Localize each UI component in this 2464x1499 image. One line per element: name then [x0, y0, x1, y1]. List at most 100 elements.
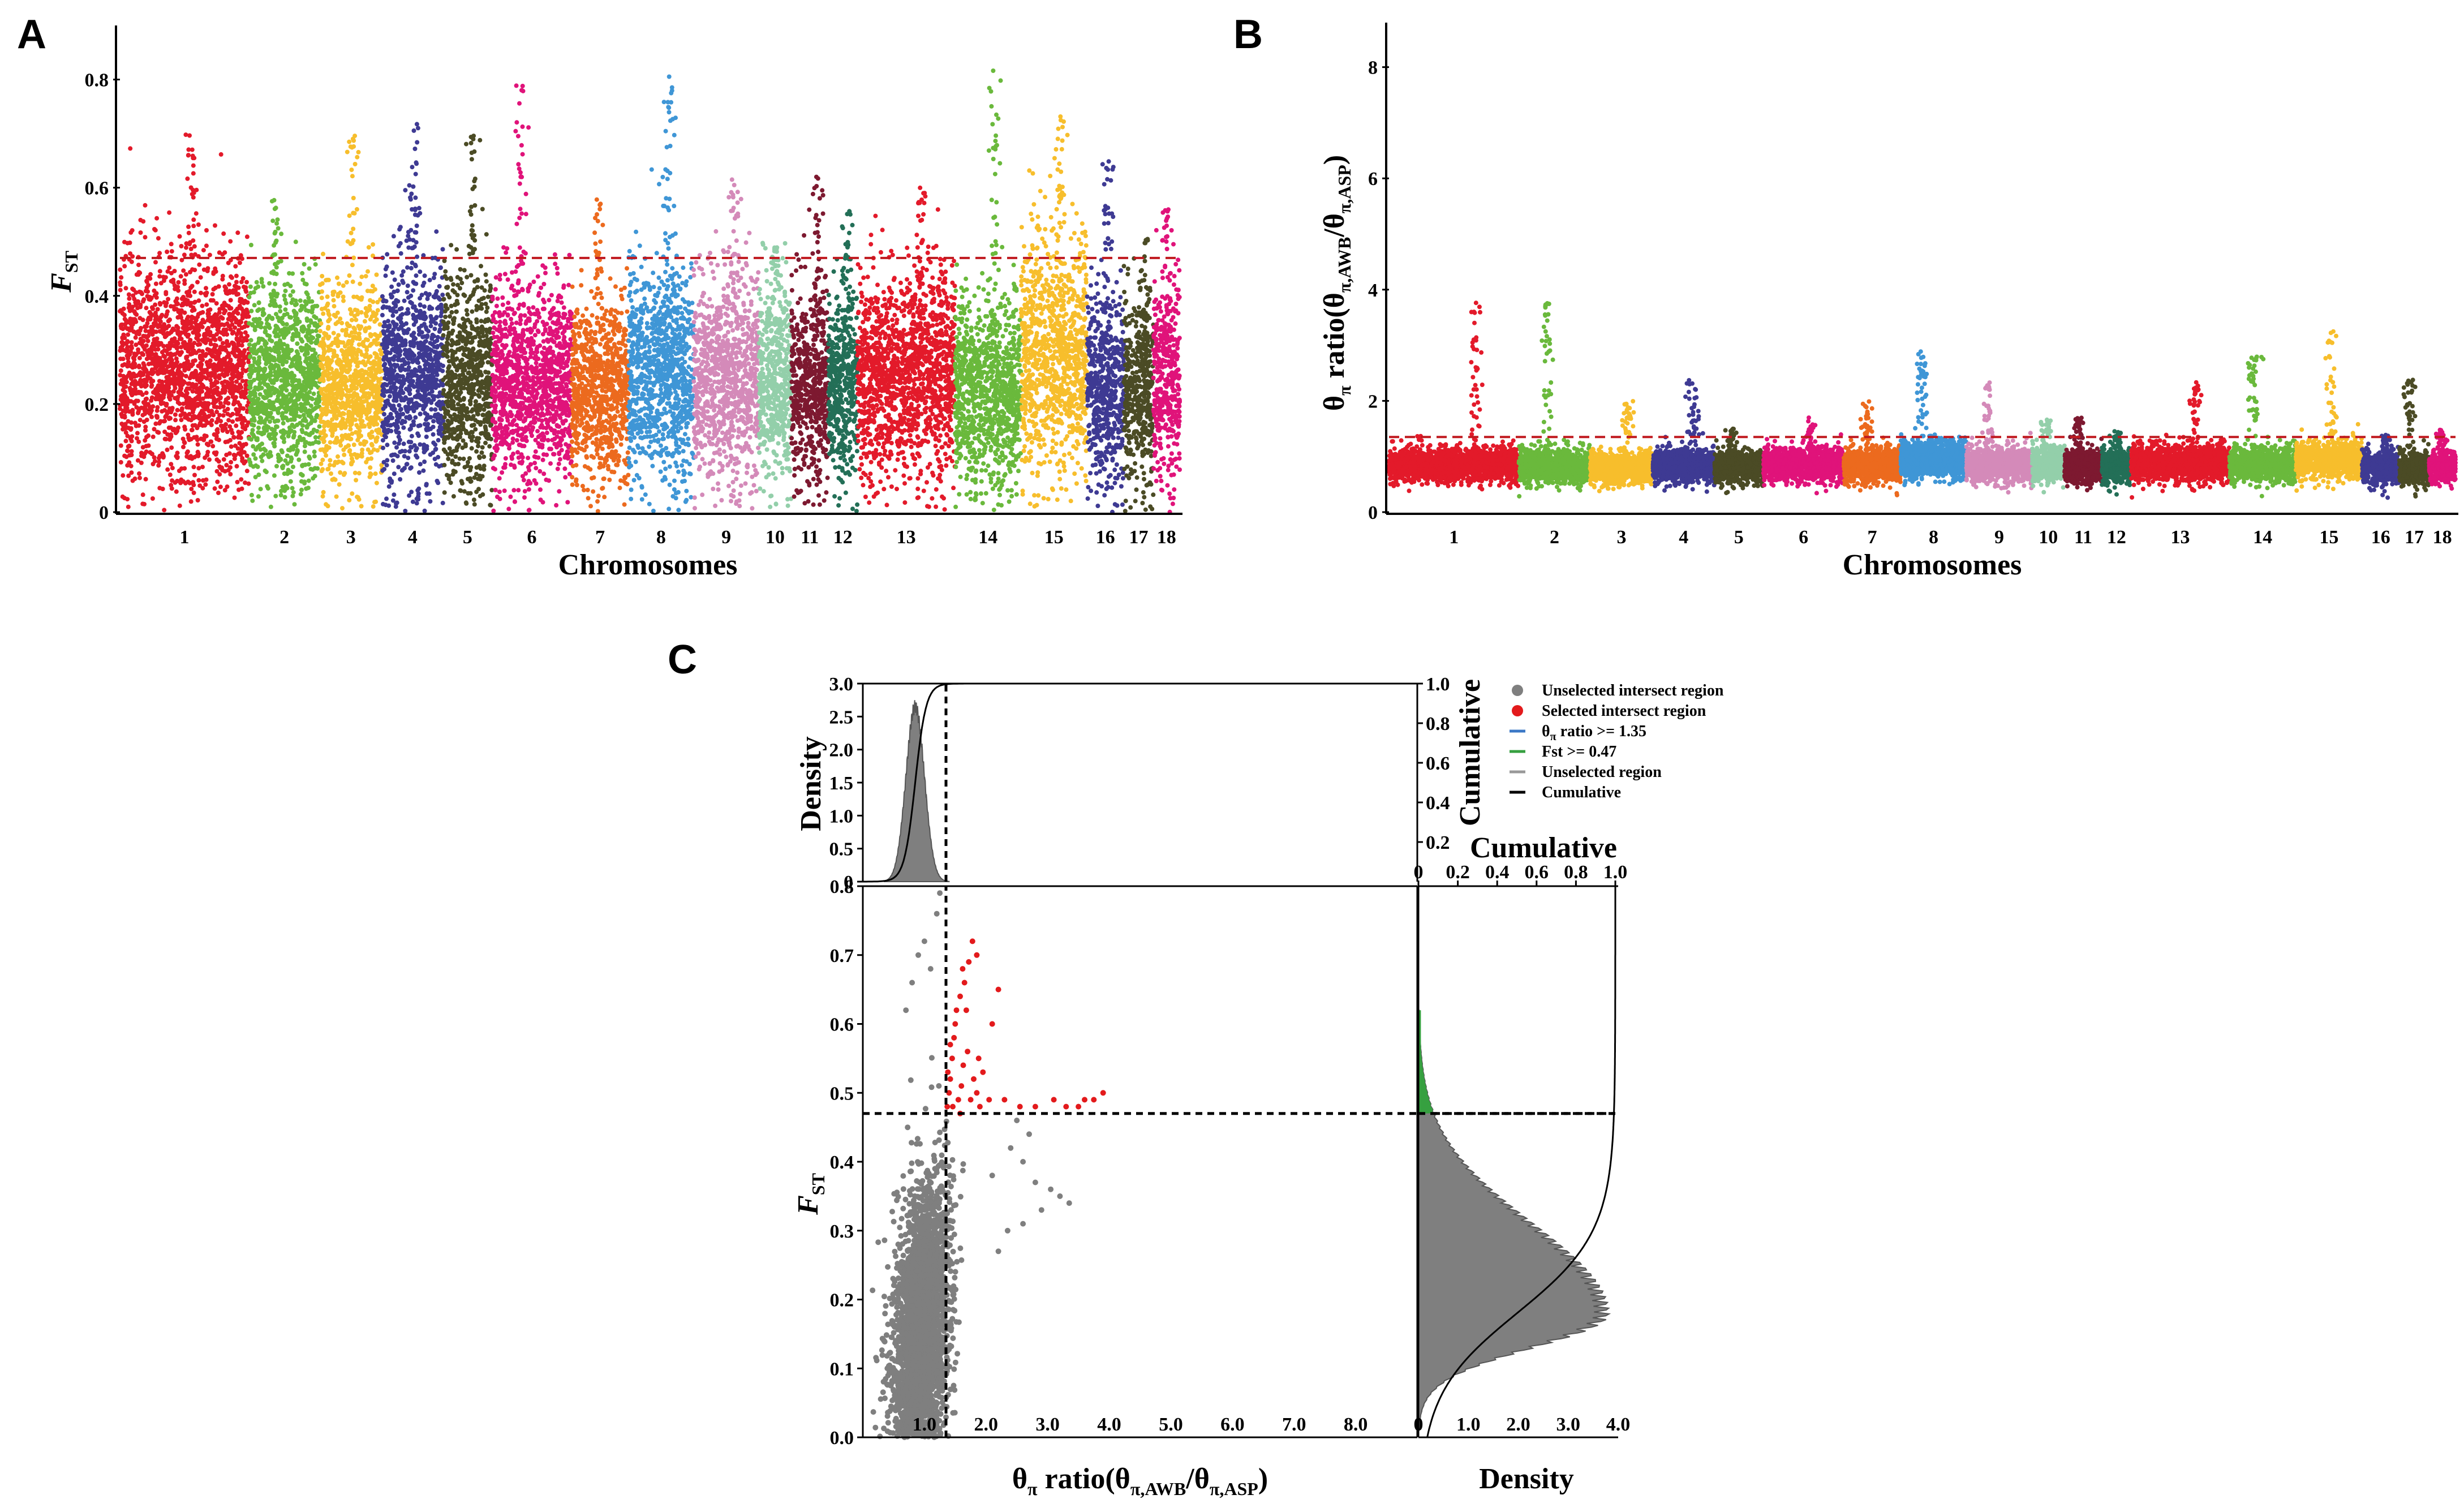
panel-a-point [302, 413, 306, 417]
panel-a-point [395, 337, 399, 341]
panel-a-point [121, 357, 126, 361]
panel-a-point [433, 321, 438, 326]
panel-a-point [398, 316, 403, 321]
panel-a-point [372, 363, 376, 367]
panel-a-point [127, 297, 131, 301]
panel-a-point [227, 282, 231, 287]
panel-a-point [308, 362, 312, 366]
panel-a-point [300, 463, 304, 468]
panel-a-point [232, 310, 236, 315]
panel-a-point [343, 406, 347, 411]
panel-a-point [125, 449, 130, 453]
panel-a-point [304, 290, 309, 295]
panel-a-point [137, 356, 142, 360]
panel-a-point [154, 282, 158, 286]
panel-a-point [295, 349, 299, 354]
panel-a-point [385, 443, 389, 447]
panel-a-point [178, 504, 182, 508]
panel-a-point [250, 499, 255, 503]
panel-a-point [290, 373, 294, 378]
panel-a-point [302, 262, 307, 267]
panel-a-point [353, 308, 358, 312]
panel-a-point [269, 427, 274, 431]
panel-a-point [139, 230, 143, 235]
panel-a-point [340, 328, 345, 333]
panel-a-point [424, 482, 429, 487]
panel-a-point [356, 382, 361, 386]
panel-a-point [392, 492, 396, 497]
panel-a-point [157, 456, 161, 461]
panel-a-point [248, 375, 252, 379]
panel-a-point [248, 368, 252, 372]
panel-a-point [234, 280, 239, 285]
panel-a-point [201, 384, 205, 389]
panel-a-point [409, 465, 414, 470]
panel-a-point [196, 442, 200, 446]
panel-a-point [140, 352, 145, 357]
panel-a-point [297, 379, 302, 383]
panel-a-point [274, 464, 279, 469]
panel-a-point [165, 467, 170, 472]
panel-a-point [417, 393, 422, 397]
panel-a-point [321, 366, 325, 370]
panel-a-point [405, 290, 410, 294]
panel-a-point [148, 411, 152, 416]
panel-a-point [134, 391, 139, 396]
panel-a-point [166, 324, 171, 328]
panel-a-point [263, 340, 267, 344]
panel-a-peak-point [347, 213, 352, 218]
panel-a-point [218, 466, 223, 470]
panel-a-peak-point [186, 153, 191, 158]
panel-a-point [276, 407, 280, 411]
panel-a-point [281, 386, 286, 391]
panel-a-point [347, 333, 352, 338]
panel-a-point [393, 349, 398, 354]
panel-a-peak-point [350, 339, 355, 343]
panel-a-point [204, 376, 209, 381]
panel-a-point [423, 273, 427, 278]
panel-a-point [320, 458, 325, 462]
panel-a-point [227, 389, 232, 394]
panel-a-point [367, 245, 371, 250]
panel-a-point [394, 430, 399, 435]
panel-a-point [346, 410, 351, 414]
panel-a-point [247, 314, 251, 319]
panel-a-point [264, 396, 269, 400]
panel-a-point [144, 390, 149, 395]
panel-a-point [225, 342, 230, 346]
panel-a-point [236, 349, 240, 353]
panel-a-point [343, 358, 347, 363]
panel-a-point [296, 367, 300, 371]
panel-a-point [208, 319, 213, 324]
panel-a-point [178, 388, 183, 392]
panel-a-point [320, 281, 325, 286]
panel-a-point [126, 357, 130, 361]
panel-a-point [185, 355, 190, 359]
panel-a-point [179, 330, 184, 335]
panel-a-point [421, 469, 425, 473]
panel-a-point [312, 355, 317, 360]
panel-a-point [210, 418, 214, 423]
panel-a-point [322, 387, 326, 392]
panel-a-point [154, 291, 159, 295]
panel-a-point [263, 357, 267, 361]
panel-a-point [239, 320, 243, 324]
panel-a-chromosome-4 [380, 122, 446, 513]
panel-label-b: B [1233, 12, 1263, 57]
panel-a-point [218, 396, 222, 401]
panel-a-point [130, 340, 134, 345]
panel-a-peak-point [352, 211, 357, 216]
panel-a-point [165, 310, 170, 314]
panel-a-point [169, 304, 173, 308]
panel-a-point [373, 402, 377, 407]
panel-a-point [169, 462, 173, 466]
panel-a-point [269, 292, 273, 297]
panel-a-point [424, 360, 428, 364]
panel-a-point [167, 211, 171, 215]
panel-a-point [212, 336, 216, 340]
panel-a-point [315, 338, 320, 342]
panel-a-point [266, 386, 271, 390]
panel-a-point [283, 355, 287, 359]
panel-a-point [224, 328, 229, 332]
panel-a-point [261, 411, 266, 415]
